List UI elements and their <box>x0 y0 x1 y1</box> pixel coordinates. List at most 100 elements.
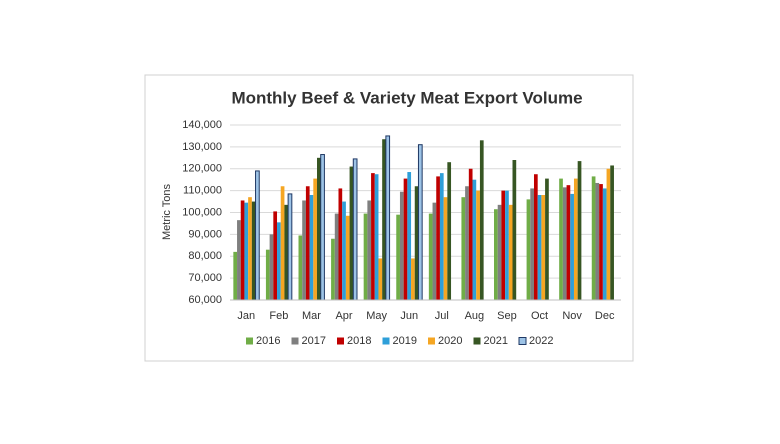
legend-swatch <box>337 337 344 345</box>
x-tick-label: Jun <box>400 310 418 322</box>
bar <box>505 190 509 300</box>
bar <box>602 188 607 300</box>
bar <box>363 213 368 300</box>
bar <box>345 215 350 300</box>
legend-label: 2017 <box>302 335 326 347</box>
x-tick-label: Feb <box>269 310 288 322</box>
x-tick-label: Aug <box>465 310 485 322</box>
legend-label: 2022 <box>529 335 553 347</box>
x-tick-label: Mar <box>302 310 321 322</box>
bar <box>436 176 440 300</box>
bar <box>240 200 245 300</box>
legend-swatch <box>382 337 390 345</box>
y-tick-label: 80,000 <box>188 250 222 262</box>
bar <box>396 214 400 300</box>
y-tick-label: 90,000 <box>188 228 222 240</box>
x-tick-label: Jan <box>237 310 255 322</box>
bar <box>508 204 513 300</box>
y-tick-label: 140,000 <box>182 119 222 131</box>
bar <box>331 238 335 300</box>
bar <box>382 139 386 300</box>
bar <box>407 172 412 300</box>
legend-swatch <box>291 337 299 345</box>
bar <box>501 190 506 300</box>
bar <box>320 154 325 301</box>
bar <box>566 185 571 300</box>
bar <box>414 186 419 300</box>
bar <box>399 191 404 300</box>
bar <box>371 173 375 300</box>
legend-swatch <box>473 337 481 345</box>
bar <box>494 209 498 300</box>
bar <box>287 193 293 301</box>
bar <box>512 160 517 300</box>
bar <box>428 213 433 300</box>
bar <box>591 176 596 300</box>
bar <box>559 178 563 300</box>
bar <box>273 211 278 300</box>
bar <box>305 186 310 300</box>
legend-swatch <box>518 337 527 345</box>
bar <box>280 186 285 300</box>
bar <box>349 166 354 300</box>
bar <box>537 195 542 300</box>
bar <box>497 204 502 300</box>
bar <box>265 249 270 300</box>
bar <box>251 201 256 300</box>
bar <box>472 179 477 300</box>
x-tick-label: Nov <box>562 310 582 322</box>
bar <box>342 201 346 300</box>
bar <box>479 140 484 300</box>
bar <box>476 190 480 300</box>
y-tick-label: 130,000 <box>182 141 222 153</box>
bar <box>385 135 391 301</box>
bar <box>298 235 303 300</box>
bar <box>248 197 252 300</box>
bar <box>461 197 466 300</box>
x-tick-label: Dec <box>595 310 615 322</box>
bar <box>562 187 567 300</box>
bar <box>302 200 306 300</box>
bar <box>432 202 437 300</box>
bar <box>255 170 260 301</box>
bar <box>378 258 383 300</box>
bar <box>317 157 321 300</box>
bar <box>277 222 281 300</box>
bar <box>541 195 546 300</box>
bar <box>468 168 473 300</box>
legend-label: 2021 <box>484 335 508 347</box>
bar <box>573 178 578 300</box>
bar <box>533 174 538 300</box>
x-tick-label: Oct <box>531 310 548 322</box>
bar <box>595 182 600 300</box>
x-tick-label: Apr <box>335 310 352 322</box>
x-tick-label: Sep <box>497 310 517 322</box>
bar <box>338 188 343 300</box>
bar <box>606 168 611 300</box>
bar <box>417 144 423 301</box>
chart-title: Monthly Beef & Variety Meat Export Volum… <box>231 88 582 107</box>
y-tick-label: 60,000 <box>188 294 222 306</box>
bar <box>269 234 274 300</box>
bar <box>352 158 358 301</box>
bar <box>309 195 314 300</box>
legend-label: 2020 <box>438 335 462 347</box>
legend-label: 2019 <box>393 335 417 347</box>
bar <box>447 162 452 300</box>
x-tick-label: May <box>366 310 387 322</box>
y-tick-label: 120,000 <box>182 163 222 175</box>
bar <box>599 184 603 300</box>
bar <box>284 204 289 300</box>
bar <box>465 186 469 300</box>
bar <box>237 220 241 300</box>
legend-swatch <box>428 337 435 345</box>
bar <box>411 258 415 300</box>
bar <box>313 178 318 300</box>
y-tick-label: 100,000 <box>182 206 222 218</box>
y-tick-label: 70,000 <box>188 272 222 284</box>
legend-swatch <box>246 337 253 345</box>
y-tick-label: 110,000 <box>183 185 222 197</box>
x-tick-label: Jul <box>435 310 449 322</box>
